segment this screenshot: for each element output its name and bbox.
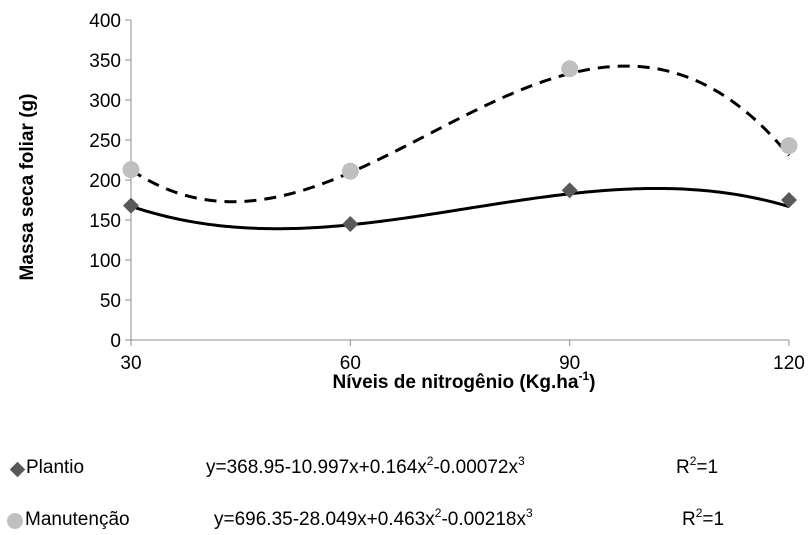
y-tick-label: 300 <box>89 91 121 112</box>
legend-plantio-label: Plantio <box>26 457 85 478</box>
trendline-plantio <box>130 186 790 231</box>
trendline-manutencao <box>130 64 791 204</box>
legend-manutencao-r2: R2=1 <box>682 506 725 530</box>
point-plantio <box>342 216 359 232</box>
data-points <box>122 60 798 232</box>
x-tick-label: 90 <box>559 353 580 374</box>
y-tick-label: 150 <box>89 211 121 232</box>
y-axis-ticks: 0 50 100 150 200 250 300 350 400 <box>89 11 131 352</box>
y-tick-label: 100 <box>89 251 121 272</box>
point-plantio <box>781 192 797 208</box>
point-manutencao <box>122 161 140 179</box>
point-plantio <box>561 182 578 199</box>
y-tick-label: 50 <box>100 291 121 312</box>
x-tick-label: 60 <box>340 353 361 374</box>
legend-plantio-marker <box>9 461 26 478</box>
trend-lines <box>130 64 791 231</box>
y-tick-label: 0 <box>110 331 121 352</box>
legend-manutencao-label: Manutenção <box>25 509 130 530</box>
legend-plantio-r2: R2=1 <box>676 454 719 478</box>
legend-plantio-equation: y=368.95-10.997x+0.164x2-0.00072x3 <box>206 454 525 478</box>
point-manutencao <box>780 137 798 155</box>
y-tick-label: 250 <box>89 131 121 152</box>
point-manutencao <box>561 60 579 78</box>
y-tick-label: 400 <box>89 11 121 32</box>
point-manutencao <box>341 162 359 180</box>
x-tick-label: 30 <box>120 353 141 374</box>
x-axis-title: Níveis de nitrogênio (Kg.ha-1) <box>333 369 596 393</box>
x-axis-ticks: 30 60 90 120 <box>120 340 805 374</box>
y-tick-label: 200 <box>89 171 121 192</box>
chart-canvas: 0 50 100 150 200 250 300 350 400 30 60 90 120 Massa… <box>17 11 805 393</box>
y-tick-label: 350 <box>89 51 121 72</box>
legend-manutencao-equation: y=696.35-28.049x+0.463x2-0.00218x3 <box>214 506 533 530</box>
x-tick-label: 120 <box>773 353 805 374</box>
point-plantio <box>123 197 139 214</box>
legend-manutencao-marker <box>7 513 23 529</box>
y-axis-title: Massa seca foliar (g) <box>17 94 38 281</box>
